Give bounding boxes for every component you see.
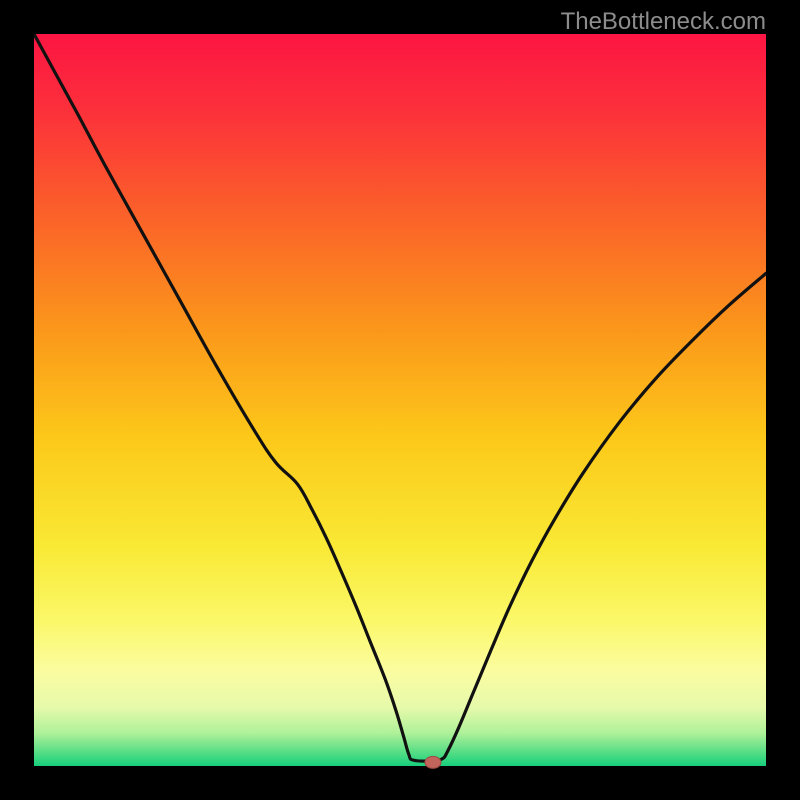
minimum-marker xyxy=(425,756,441,768)
chart-svg xyxy=(0,0,800,800)
watermark-text: TheBottleneck.com xyxy=(561,8,766,36)
bottleneck-chart-figure: TheBottleneck.com xyxy=(0,0,800,800)
plot-area-gradient xyxy=(34,34,766,766)
